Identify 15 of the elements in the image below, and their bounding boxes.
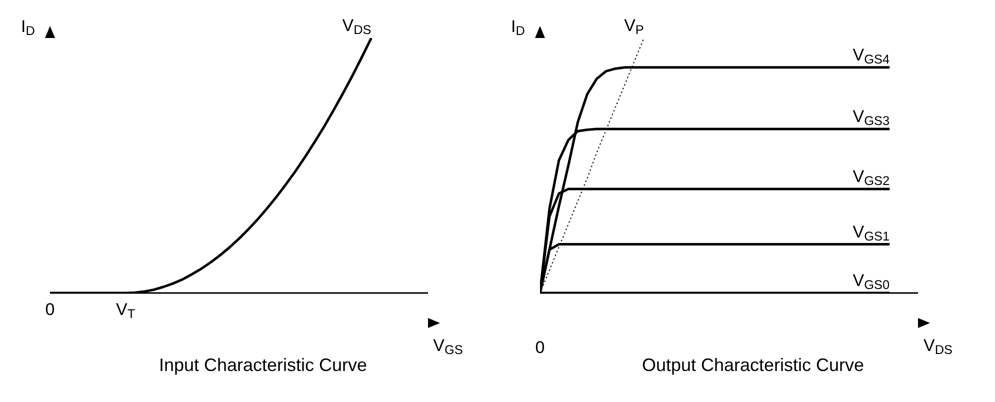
series-label: V$_{P}$ <box>624 16 644 38</box>
y-axis-title: I$_{D}$ <box>21 17 35 38</box>
y-axis-title: I$_{D}$ <box>511 17 525 38</box>
x-axis-title: V$_{GS}$ <box>433 336 463 358</box>
series-label: V$_{GS2}$ <box>852 166 890 188</box>
series-label: V$_{GS4}$ <box>852 45 890 67</box>
series-label: V$_{GS1}$ <box>852 222 890 244</box>
text: Output Characteristic Curve <box>642 355 864 375</box>
series-label: V$_{GS3}$ <box>852 107 890 128</box>
text: 0 <box>535 338 545 357</box>
series-label: V$_{GS0}$ <box>852 271 890 292</box>
x-axis-title: V$_{DS}$ <box>923 336 953 358</box>
text: Input Characteristic Curve <box>158 355 368 375</box>
series-label: V$_{DS}$ <box>342 16 372 38</box>
x-tick-label: V$_{T}$ <box>116 300 136 322</box>
